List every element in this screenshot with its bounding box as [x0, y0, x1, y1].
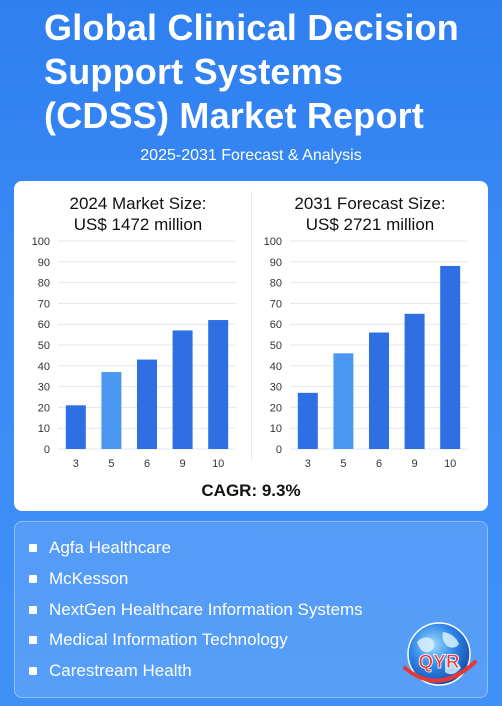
- y-tick-label: 60: [270, 319, 282, 331]
- y-tick-label: 100: [264, 236, 282, 248]
- y-tick-label: 0: [276, 444, 282, 456]
- bar: [297, 392, 318, 449]
- bullet-icon: [29, 636, 37, 644]
- company-name: NextGen Healthcare Information Systems: [49, 600, 363, 619]
- company-name: McKesson: [49, 569, 129, 588]
- company-name: Carestream Health: [49, 661, 192, 680]
- y-tick-label: 80: [38, 278, 50, 290]
- y-tick-label: 10: [270, 423, 282, 435]
- bar: [208, 320, 229, 449]
- report-subtitle: 2025-2031 Forecast & Analysis: [140, 147, 362, 164]
- x-tick-label: 9: [180, 458, 186, 470]
- bullet-icon: [29, 544, 37, 552]
- y-tick-label: 90: [270, 257, 282, 269]
- y-tick-label: 0: [44, 444, 50, 456]
- y-tick-label: 40: [38, 361, 50, 373]
- x-tick-label: 6: [376, 458, 382, 470]
- chart-divider: [251, 191, 252, 461]
- list-item: Medical Information Technology: [29, 630, 288, 650]
- x-tick-label: 10: [444, 458, 456, 470]
- left-chart-title-line-1: 2024 Market Size:: [69, 194, 207, 213]
- bar: [65, 405, 86, 449]
- company-name: Medical Information Technology: [49, 630, 288, 649]
- bar: [137, 359, 157, 449]
- company-list: Agfa Healthcare McKesson NextGen Healthc…: [14, 521, 488, 698]
- right-bar-chart: 0 10 20 30 40 50 60 70 80 90 100 3 5 6 9 10: [264, 236, 468, 470]
- y-tick-label: 50: [270, 340, 282, 352]
- title-line-2: Support Systems: [44, 51, 344, 92]
- y-tick-label: 100: [32, 236, 50, 248]
- y-tick-label: 90: [38, 257, 50, 269]
- cagr-label: CAGR: 9.3%: [201, 481, 301, 500]
- chart-panel: 2024 Market Size: US$ 1472 million 2031 …: [14, 181, 488, 511]
- right-chart-title-line-1: 2031 Forecast Size:: [294, 194, 446, 213]
- y-tick-label: 70: [38, 298, 50, 310]
- bar: [333, 353, 354, 449]
- bar: [404, 313, 425, 449]
- y-tick-label: 70: [270, 298, 282, 310]
- left-chart-title-line-2: US$ 1472 million: [73, 215, 203, 234]
- bar: [172, 330, 193, 449]
- y-tick-label: 60: [38, 319, 50, 331]
- x-tick-label: 6: [144, 458, 150, 470]
- y-tick-label: 30: [38, 382, 50, 394]
- list-item: Carestream Health: [29, 661, 192, 681]
- company-name: Agfa Healthcare: [49, 538, 171, 557]
- left-chart-title: 2024 Market Size: US$ 1472 million: [28, 193, 248, 235]
- x-tick-label: 5: [108, 458, 114, 470]
- bar: [369, 332, 389, 449]
- y-tick-label: 10: [38, 423, 50, 435]
- left-bar-chart: 0 10 20 30 40 50 60 70 80 90 100 3 5 6 9 10: [32, 236, 236, 470]
- bar: [440, 265, 461, 449]
- logo-text: QYR: [418, 652, 459, 673]
- y-tick-label: 40: [270, 361, 282, 373]
- right-chart-title-line-2: US$ 2721 million: [305, 215, 435, 234]
- x-tick-label: 3: [73, 458, 79, 470]
- right-chart-title: 2031 Forecast Size: US$ 2721 million: [260, 193, 480, 235]
- qyr-logo: QYR: [403, 622, 477, 686]
- list-item: McKesson: [29, 569, 128, 589]
- bullet-icon: [29, 606, 37, 614]
- list-item: Agfa Healthcare: [29, 538, 171, 558]
- x-tick-label: 9: [412, 458, 418, 470]
- globe-icon: [403, 622, 477, 686]
- bullet-icon: [29, 667, 37, 675]
- report-title: Global Clinical Decision Support Systems…: [44, 6, 494, 138]
- y-tick-label: 20: [270, 402, 282, 414]
- title-line-1: Global Clinical Decision: [44, 7, 459, 48]
- list-item: NextGen Healthcare Information Systems: [29, 600, 363, 620]
- y-tick-label: 30: [270, 382, 282, 394]
- bullet-icon: [29, 575, 37, 583]
- bar: [101, 372, 122, 449]
- y-tick-label: 20: [38, 402, 50, 414]
- x-tick-label: 5: [340, 458, 346, 470]
- y-tick-label: 50: [38, 340, 50, 352]
- x-tick-label: 3: [305, 458, 311, 470]
- y-tick-label: 80: [270, 278, 282, 290]
- x-tick-label: 10: [212, 458, 224, 470]
- title-line-3: (CDSS) Market Report: [44, 95, 425, 136]
